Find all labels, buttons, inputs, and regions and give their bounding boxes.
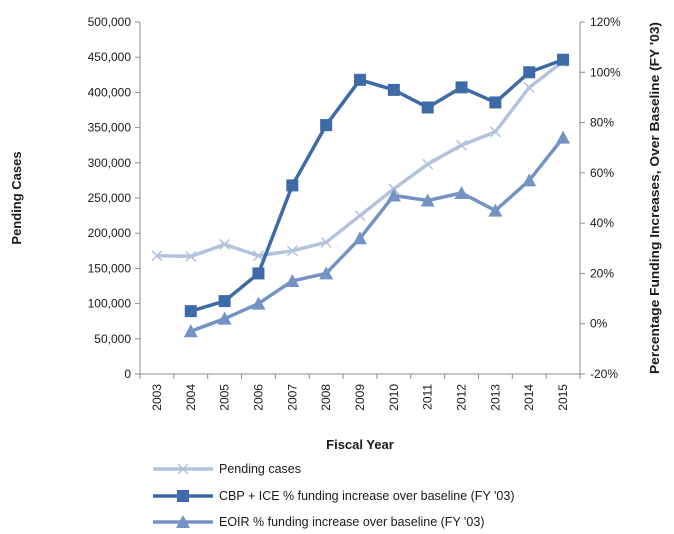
y-tick-label-left: 400,000	[88, 85, 132, 99]
x-tick-label: 2011	[421, 384, 435, 410]
data-point	[422, 158, 434, 170]
data-point	[420, 193, 435, 207]
y-tick-label-right: 120%	[590, 15, 621, 29]
series-line	[156, 60, 565, 259]
data-point	[354, 73, 366, 86]
data-point	[219, 238, 231, 250]
y-tick-label-right: 0%	[590, 317, 608, 331]
x-tick-label: 2007	[285, 384, 299, 411]
y-tick-label-right: 80%	[590, 116, 614, 130]
x-tick-label: 2012	[455, 384, 469, 411]
data-point	[320, 119, 333, 132]
y-tick-label-left: 0	[124, 367, 131, 381]
y-tick-label-left: 50,000	[94, 332, 131, 346]
data-point	[252, 250, 264, 262]
legend: Pending cases CBP + ICE % funding increas…	[153, 462, 514, 529]
data-point	[454, 185, 469, 199]
data-point	[387, 83, 400, 96]
legend-item: CBP + ICE % funding increase over baseli…	[153, 489, 514, 503]
data-point	[285, 273, 300, 287]
data-point	[557, 53, 570, 66]
y-tick-label-left: 450,000	[88, 50, 132, 64]
data-point	[523, 81, 535, 94]
data-point	[522, 173, 537, 187]
data-point	[353, 231, 367, 245]
data-point	[354, 210, 366, 222]
series-line	[190, 136, 565, 333]
y-tick-label-right: 20%	[590, 266, 614, 280]
y-tick-label-left: 300,000	[88, 156, 132, 170]
series-1	[151, 55, 569, 262]
y-tick-label-left: 500,000	[88, 15, 132, 29]
data-point	[217, 311, 232, 325]
series-layer	[151, 53, 571, 338]
data-point	[319, 266, 334, 280]
data-point	[556, 130, 571, 144]
y-tick-label-right: 60%	[590, 166, 614, 180]
data-point	[320, 236, 332, 248]
data-point	[151, 250, 163, 262]
series-line	[190, 58, 564, 313]
x-tick-label: 2013	[488, 384, 502, 411]
legend-label: CBP + ICE % funding increase over baseli…	[219, 489, 514, 503]
x-tick-label: 2009	[353, 384, 367, 411]
data-point	[252, 267, 265, 280]
y-tick-label-right: -20%	[590, 367, 618, 381]
x-tick-label: 2005	[218, 384, 232, 411]
legend-label: EOIR % funding increase over baseline (F…	[219, 515, 485, 529]
data-point	[456, 139, 468, 151]
data-point	[489, 126, 501, 138]
legend-marker	[176, 515, 190, 528]
data-point	[489, 96, 502, 109]
y-tick-label-left: 200,000	[88, 226, 132, 240]
data-point	[523, 66, 536, 79]
series-2	[184, 53, 570, 318]
legend-marker	[177, 463, 189, 475]
x-tick-label: 2010	[387, 384, 401, 411]
x-tick-label: 2006	[251, 384, 265, 411]
data-point	[421, 101, 434, 114]
y-tick-label-left: 150,000	[88, 261, 132, 275]
legend-item: Pending cases	[153, 462, 301, 476]
x-tick-label: 2004	[184, 384, 198, 411]
data-point	[218, 295, 231, 308]
legend-label: Pending cases	[219, 462, 301, 476]
x-tick-label: 2003	[150, 384, 164, 411]
data-point	[488, 203, 503, 217]
data-point	[455, 81, 468, 94]
data-point	[286, 179, 299, 192]
legend-marker	[177, 490, 189, 502]
y-axis-title-right: Percentage Funding Increases, Over Basel…	[647, 22, 662, 374]
axes: 0 50,000 100,000 150,000 200,000 250,000 300,0…	[88, 15, 621, 411]
data-point	[386, 188, 401, 202]
data-point	[184, 305, 197, 318]
y-tick-label-right: 40%	[590, 216, 614, 230]
x-tick-label: 2008	[319, 384, 333, 411]
data-point	[286, 245, 298, 257]
y-tick-label-right: 100%	[590, 65, 621, 79]
legend-item: EOIR % funding increase over baseline (F…	[153, 515, 485, 529]
series-3	[183, 130, 571, 338]
y-tick-label-left: 100,000	[88, 297, 132, 311]
x-axis-title: Fiscal Year	[326, 437, 394, 452]
y-tick-label-left: 250,000	[88, 191, 132, 205]
y-tick-label-left: 350,000	[88, 121, 132, 135]
data-point	[251, 296, 266, 310]
data-point	[185, 250, 197, 262]
y-axis-title-left: Pending Cases	[9, 151, 24, 244]
x-tick-label: 2014	[522, 384, 536, 411]
x-tick-label: 2015	[556, 384, 570, 411]
data-point	[183, 324, 198, 338]
